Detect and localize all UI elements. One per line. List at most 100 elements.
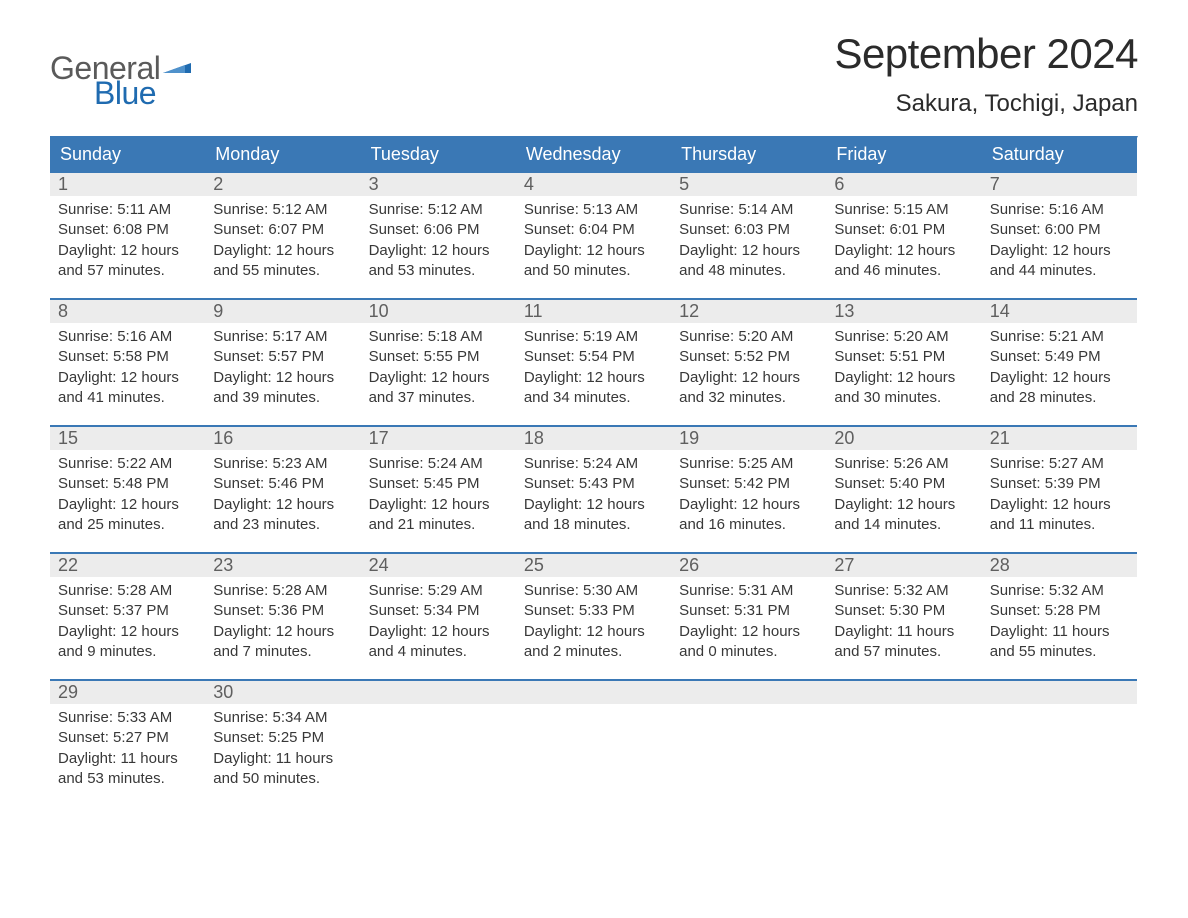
day-number: 9 [205,300,360,323]
day-number: 2 [205,173,360,196]
day-dl2: and 55 minutes. [990,642,1129,662]
day-dl2: and 16 minutes. [679,515,818,535]
day-of-week-header: Sunday Monday Tuesday Wednesday Thursday… [50,138,1137,171]
day-ss: Sunset: 5:43 PM [524,474,663,494]
day-ss: Sunset: 5:55 PM [369,347,508,367]
day-cell: 17Sunrise: 5:24 AMSunset: 5:45 PMDayligh… [361,427,516,552]
day-number: 21 [982,427,1137,450]
location: Sakura, Tochigi, Japan [834,90,1138,118]
day-sr: Sunrise: 5:15 AM [834,200,973,220]
dow-sunday: Sunday [50,138,205,171]
day-number: 10 [361,300,516,323]
day-ss: Sunset: 5:37 PM [58,601,197,621]
day-dl1: Daylight: 12 hours [679,622,818,642]
day-ss: Sunset: 6:04 PM [524,220,663,240]
day-sr: Sunrise: 5:20 AM [834,327,973,347]
day-number: 27 [826,554,981,577]
day-sr: Sunrise: 5:32 AM [990,581,1129,601]
day-ss: Sunset: 5:57 PM [213,347,352,367]
day-sr: Sunrise: 5:31 AM [679,581,818,601]
day-ss: Sunset: 5:48 PM [58,474,197,494]
day-number: 25 [516,554,671,577]
day-number: 22 [50,554,205,577]
day-dl2: and 9 minutes. [58,642,197,662]
dow-friday: Friday [826,138,981,171]
day-cell: 3Sunrise: 5:12 AMSunset: 6:06 PMDaylight… [361,173,516,298]
day-cell: . [671,681,826,806]
day-number: 1 [50,173,205,196]
day-dl1: Daylight: 12 hours [369,495,508,515]
day-details: Sunrise: 5:18 AMSunset: 5:55 PMDaylight:… [361,323,516,414]
dow-saturday: Saturday [982,138,1137,171]
day-dl1: Daylight: 12 hours [213,495,352,515]
day-sr: Sunrise: 5:16 AM [58,327,197,347]
day-number: 15 [50,427,205,450]
day-details: Sunrise: 5:11 AMSunset: 6:08 PMDaylight:… [50,196,205,287]
day-cell: 14Sunrise: 5:21 AMSunset: 5:49 PMDayligh… [982,300,1137,425]
day-dl2: and 11 minutes. [990,515,1129,535]
day-dl2: and 39 minutes. [213,388,352,408]
day-dl2: and 0 minutes. [679,642,818,662]
day-sr: Sunrise: 5:17 AM [213,327,352,347]
day-dl1: Daylight: 12 hours [213,241,352,261]
day-details: Sunrise: 5:24 AMSunset: 5:43 PMDaylight:… [516,450,671,541]
day-cell: 26Sunrise: 5:31 AMSunset: 5:31 PMDayligh… [671,554,826,679]
day-dl2: and 7 minutes. [213,642,352,662]
day-number: . [516,681,671,704]
day-sr: Sunrise: 5:12 AM [369,200,508,220]
day-number: 12 [671,300,826,323]
day-number: 24 [361,554,516,577]
day-dl1: Daylight: 12 hours [524,495,663,515]
day-ss: Sunset: 6:06 PM [369,220,508,240]
day-ss: Sunset: 5:39 PM [990,474,1129,494]
month-title: September 2024 [834,30,1138,78]
day-dl2: and 25 minutes. [58,515,197,535]
dow-monday: Monday [205,138,360,171]
day-ss: Sunset: 6:07 PM [213,220,352,240]
day-ss: Sunset: 5:27 PM [58,728,197,748]
day-dl2: and 50 minutes. [524,261,663,281]
day-dl2: and 23 minutes. [213,515,352,535]
day-ss: Sunset: 5:36 PM [213,601,352,621]
day-number: 4 [516,173,671,196]
day-dl2: and 41 minutes. [58,388,197,408]
day-details: Sunrise: 5:12 AMSunset: 6:07 PMDaylight:… [205,196,360,287]
day-cell: 21 Sunrise: 5:27 AMSunset: 5:39 PMDayligh… [982,427,1137,552]
day-ss: Sunset: 6:01 PM [834,220,973,240]
day-number: 20 [826,427,981,450]
day-details: Sunrise: 5:29 AMSunset: 5:34 PMDaylight:… [361,577,516,668]
day-sr: Sunrise: 5:18 AM [369,327,508,347]
day-dl1: Daylight: 12 hours [679,495,818,515]
day-dl1: Daylight: 12 hours [990,495,1129,515]
day-sr: Sunrise: 5:12 AM [213,200,352,220]
day-details: Sunrise: 5:15 AMSunset: 6:01 PMDaylight:… [826,196,981,287]
day-ss: Sunset: 6:08 PM [58,220,197,240]
day-sr: Sunrise: 5:24 AM [524,454,663,474]
day-details: Sunrise: 5:26 AMSunset: 5:40 PMDaylight:… [826,450,981,541]
day-dl2: and 18 minutes. [524,515,663,535]
day-dl2: and 34 minutes. [524,388,663,408]
day-details: Sunrise: 5:14 AMSunset: 6:03 PMDaylight:… [671,196,826,287]
day-number: 28 [982,554,1137,577]
dow-thursday: Thursday [671,138,826,171]
day-number: 26 [671,554,826,577]
day-ss: Sunset: 5:28 PM [990,601,1129,621]
day-sr: Sunrise: 5:27 AM [990,454,1129,474]
day-cell: 16Sunrise: 5:23 AMSunset: 5:46 PMDayligh… [205,427,360,552]
day-details: Sunrise: 5:32 AMSunset: 5:30 PMDaylight:… [826,577,981,668]
day-cell: 12Sunrise: 5:20 AMSunset: 5:52 PMDayligh… [671,300,826,425]
day-details: Sunrise: 5:20 AMSunset: 5:52 PMDaylight:… [671,323,826,414]
day-ss: Sunset: 5:45 PM [369,474,508,494]
day-details: Sunrise: 5:21 AMSunset: 5:49 PMDaylight:… [982,323,1137,414]
day-ss: Sunset: 5:33 PM [524,601,663,621]
day-cell: 7Sunrise: 5:16 AMSunset: 6:00 PMDaylight… [982,173,1137,298]
day-dl2: and 44 minutes. [990,261,1129,281]
header: General Blue September 2024 Sakura, Toch… [50,30,1138,118]
day-cell: 15Sunrise: 5:22 AMSunset: 5:48 PMDayligh… [50,427,205,552]
day-dl1: Daylight: 12 hours [679,368,818,388]
day-cell: 30Sunrise: 5:34 AMSunset: 5:25 PMDayligh… [205,681,360,806]
day-details: Sunrise: 5:34 AMSunset: 5:25 PMDaylight:… [205,704,360,795]
day-number: 3 [361,173,516,196]
day-cell: . [361,681,516,806]
day-number: . [826,681,981,704]
